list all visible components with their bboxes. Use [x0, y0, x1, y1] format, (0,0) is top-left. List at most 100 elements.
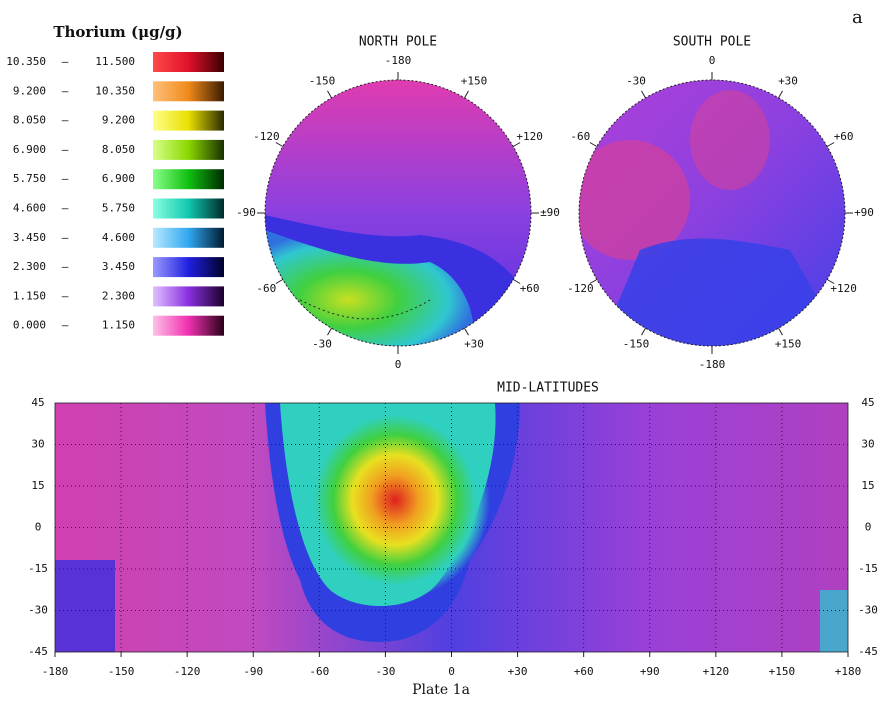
longitude-label: +120	[516, 130, 543, 143]
legend-from: 10.350	[6, 55, 46, 68]
longitude-label: -180	[699, 358, 726, 371]
legend-to: 6.900	[102, 172, 135, 185]
legend-swatch	[153, 315, 224, 336]
longitude-label: +60	[834, 130, 854, 143]
legend-from: 5.750	[13, 172, 46, 185]
latitude-label: -30	[28, 604, 48, 617]
longitude-label: +30	[778, 74, 798, 87]
north-pole-map	[265, 80, 531, 346]
graticule-tick	[641, 90, 646, 99]
graticule-tick	[778, 327, 783, 336]
longitude-label: -180	[385, 54, 412, 67]
latitude-label: -45	[28, 645, 48, 658]
graticule-tick	[512, 142, 521, 147]
legend-to: 9.200	[102, 114, 135, 127]
longitude-label: +60	[574, 665, 594, 678]
longitude-label: -60	[309, 665, 329, 678]
legend-swatch	[153, 227, 224, 248]
map-title: SOUTH POLE	[673, 35, 751, 50]
legend-from: 6.900	[13, 143, 46, 156]
legend-to: 10.350	[95, 84, 135, 97]
longitude-label: -150	[623, 338, 650, 351]
latitude-label: -45	[858, 645, 878, 658]
longitude-label: -120	[253, 130, 280, 143]
legend-from: 2.300	[13, 260, 46, 273]
graticule-tick	[464, 327, 469, 336]
map-title: NORTH POLE	[359, 35, 437, 50]
map-title: MID-LATITUDES	[497, 381, 599, 396]
south-pole-map	[579, 80, 845, 346]
legend-title: Thorium (μg/g)	[53, 23, 182, 41]
legend-swatch	[153, 169, 224, 190]
graticule-tick	[327, 90, 332, 99]
legend-dash: –	[62, 202, 69, 215]
legend: 10.350 – 11.500 9.200 – 10.350 8.050 – 9.200 6.90…	[6, 52, 224, 336]
legend-to: 4.600	[102, 231, 135, 244]
legend-dash: –	[62, 84, 69, 97]
legend-dash: –	[62, 231, 69, 244]
legend-swatch	[153, 257, 224, 278]
longitude-label: -150	[309, 74, 336, 87]
graticule-tick	[641, 327, 646, 336]
latitude-label: 30	[861, 438, 874, 451]
graticule-tick	[275, 279, 284, 284]
graticule-tick	[464, 90, 469, 99]
longitude-label: -30	[312, 338, 332, 351]
latitude-label: 0	[865, 521, 872, 534]
longitude-label: 0	[395, 358, 402, 371]
longitude-label: +150	[775, 338, 802, 351]
longitude-label: -90	[243, 665, 263, 678]
legend-dash: –	[62, 143, 69, 156]
legend-dash: –	[62, 114, 69, 127]
legend-swatch	[153, 286, 224, 307]
longitude-label: +90	[854, 206, 874, 219]
caption: Plate 1a	[412, 682, 470, 698]
longitude-label: +60	[520, 282, 540, 295]
longitude-label: +30	[508, 665, 528, 678]
latitude-label: -15	[858, 562, 878, 575]
legend-from: 1.150	[13, 289, 46, 302]
latitude-label: -15	[28, 562, 48, 575]
longitude-label: -30	[375, 665, 395, 678]
latitude-label: 30	[31, 438, 44, 451]
graticule-tick	[826, 142, 835, 147]
latitude-label: 15	[861, 479, 874, 492]
longitude-label: 0	[709, 54, 716, 67]
longitude-label: +90	[640, 665, 660, 678]
legend-swatch	[153, 52, 224, 72]
legend-dash: –	[62, 319, 69, 332]
graticule-tick	[327, 327, 332, 336]
longitude-label: -150	[108, 665, 135, 678]
legend-to: 5.750	[102, 202, 135, 215]
legend-from: 9.200	[13, 84, 46, 97]
longitude-label: -120	[567, 282, 594, 295]
latitude-label: 15	[31, 479, 44, 492]
longitude-label: -180	[42, 665, 69, 678]
panel-label: a	[852, 7, 863, 28]
longitude-label: +180	[835, 665, 862, 678]
longitude-label: +150	[769, 665, 796, 678]
legend-dash: –	[62, 260, 69, 273]
graticule-tick	[275, 142, 284, 147]
longitude-label: -60	[570, 130, 590, 143]
longitude-label: ±90	[540, 206, 560, 219]
legend-to: 3.450	[102, 260, 135, 273]
legend-dash: –	[62, 172, 69, 185]
graticule-tick	[826, 279, 835, 284]
graticule-tick	[512, 279, 521, 284]
mid-latitudes-map	[55, 403, 848, 652]
legend-from: 3.450	[13, 231, 46, 244]
legend-swatch	[153, 81, 224, 102]
latitude-label: 45	[31, 396, 44, 409]
latitude-label: 45	[861, 396, 874, 409]
graticule-tick	[778, 90, 783, 99]
legend-from: 0.000	[13, 319, 46, 332]
longitude-label: +120	[830, 282, 857, 295]
graticule-tick	[589, 279, 598, 284]
longitude-label: 0	[448, 665, 455, 678]
legend-to: 11.500	[95, 55, 135, 68]
legend-dash: –	[62, 289, 69, 302]
legend-to: 8.050	[102, 143, 135, 156]
legend-swatch	[153, 110, 224, 131]
